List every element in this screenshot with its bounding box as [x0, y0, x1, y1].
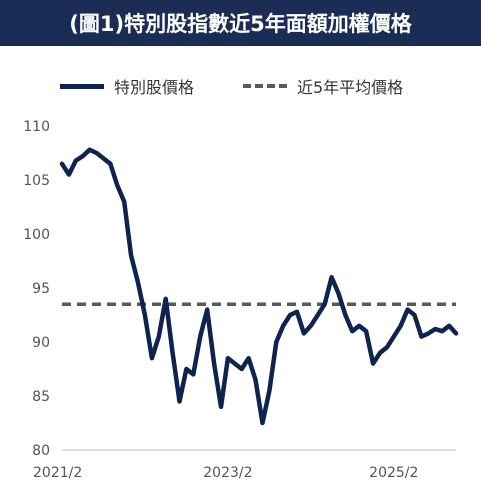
chart-title: (圖1)特別股指數近5年面額加權價格: [69, 12, 412, 36]
legend-label-preferred-price: 特別股價格: [114, 78, 195, 97]
legend-swatch-solid: [60, 83, 104, 89]
y-tick-label: 100: [23, 227, 50, 243]
price-series-layer: [59, 147, 459, 426]
y-tick-label: 105: [23, 173, 50, 189]
x-axis: 2021/2 2023/2 2025/2: [33, 449, 456, 481]
preferred-price-line: [59, 147, 459, 426]
legend-item-five-year-average: 近5年平均價格: [243, 72, 403, 100]
chart-title-bar: (圖1)特別股指數近5年面額加權價格: [0, 0, 481, 46]
x-tick-label: 2025/2: [369, 465, 418, 481]
x-tick-label: 2023/2: [203, 465, 252, 481]
y-tick-label: 95: [32, 281, 50, 297]
x-tick-label: 2021/2: [33, 465, 82, 481]
chart-legend: 特別股價格 近5年平均價格: [0, 72, 481, 100]
y-axis: 80 85 90 95 100 105 110: [23, 119, 50, 459]
y-tick-label: 90: [32, 335, 50, 351]
y-tick-label: 85: [32, 389, 50, 405]
y-tick-label: 110: [23, 119, 50, 135]
y-tick-label: 80: [32, 443, 50, 459]
legend-item-preferred-price: 特別股價格: [60, 72, 194, 100]
legend-swatch-dashed: [243, 84, 287, 88]
legend-label-five-year-average: 近5年平均價格: [297, 78, 404, 97]
